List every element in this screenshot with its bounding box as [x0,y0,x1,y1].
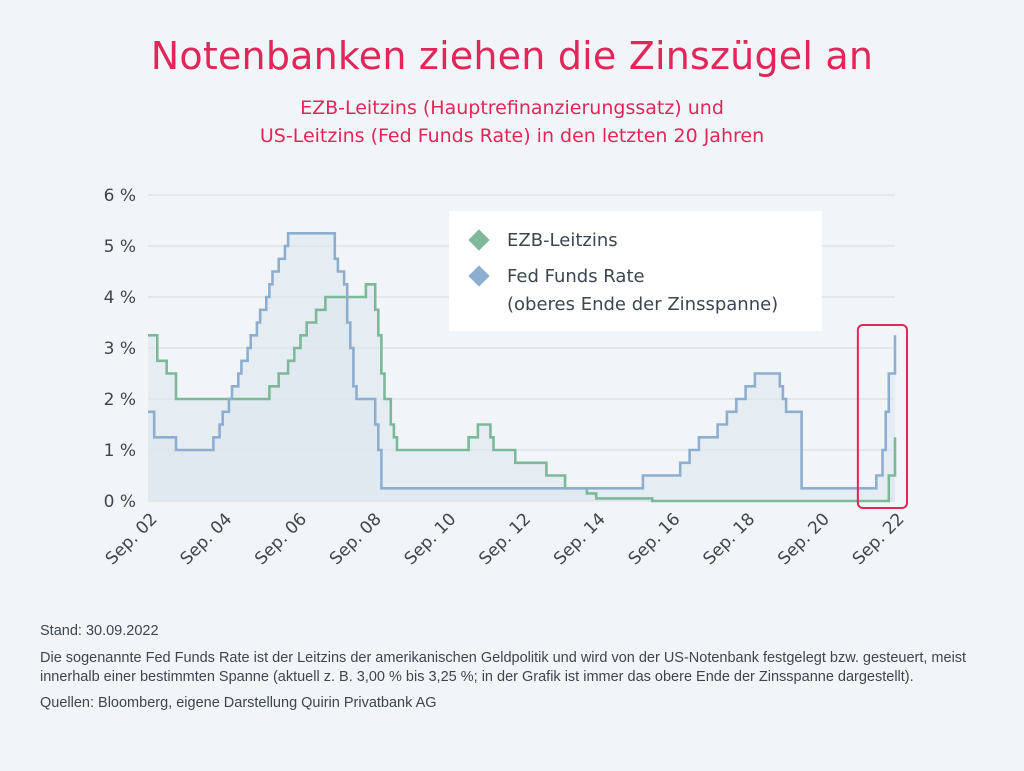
y-tick-label: 0 % [104,492,136,512]
legend-label-ezb: EZB-Leitzins [507,230,618,251]
highlight-box [856,324,908,509]
y-tick-label: 4 % [104,288,136,308]
x-tick-label: Sep. 10 [401,509,461,569]
sources: Quellen: Bloomberg, eigene Darstellung Q… [40,695,437,711]
subtitle-line-1: EZB-Leitzins (Hauptrefinanzierungssatz) … [300,97,724,119]
x-tick-label: Sep. 02 [102,509,162,569]
chart-subtitle: EZB-Leitzins (Hauptrefinanzierungssatz) … [0,94,1024,150]
line-layer [148,232,897,503]
x-axis: Sep. 02 Sep. 04 Sep. 06 Sep. 08 Sep. 10 Sep. … [102,509,909,569]
x-tick-label: Sep. 16 [625,509,685,569]
stand-date: Stand: 30.09.2022 [40,623,159,639]
legend: EZB-Leitzins Fed Funds Rate (oberes Ende d… [449,211,822,331]
x-tick-label: Sep. 08 [326,509,386,569]
fed-line [148,232,897,490]
y-tick-label: 5 % [104,237,136,257]
rate-chart: 0 %1 %2 %3 %4 %5 %6 % Sep. 02 Sep. 04 Sep.… [102,186,909,569]
x-tick-label: Sep. 04 [176,509,236,569]
y-tick-label: 2 % [104,390,136,410]
subtitle-line-2: US-Leitzins (Fed Funds Rate) in den letz… [259,125,765,147]
y-tick-label: 1 % [104,441,136,461]
x-tick-label: Sep. 12 [475,509,535,569]
legend-label-fed-note: (oberes Ende der Zinsspanne) [507,294,778,315]
y-tick-label: 3 % [104,339,136,359]
fed-area [148,233,895,502]
legend-box [449,211,822,331]
x-tick-label: Sep. 22 [849,509,909,569]
chart-title: Notenbanken ziehen die Zinszügel an [150,34,874,78]
y-tick-label: 6 % [104,186,136,206]
ezb-line [148,283,897,503]
x-tick-label: Sep. 20 [774,509,834,569]
highlight-layer [856,324,908,509]
y-axis: 0 % 1 % 2 % 3 % 4 % 5 % 6 % [104,186,136,512]
fed-funds-note: Die sogenannte Fed Funds Rate ist der Le… [40,650,967,685]
x-tick-label: Sep. 18 [699,509,759,569]
footnotes: Stand: 30.09.2022 Die sogenannte Fed Fun… [40,622,990,713]
fill-layer [148,233,895,502]
x-tick-label: Sep. 14 [550,509,610,569]
x-tick-label: Sep. 06 [251,509,311,569]
legend-label-fed: Fed Funds Rate [507,266,645,287]
